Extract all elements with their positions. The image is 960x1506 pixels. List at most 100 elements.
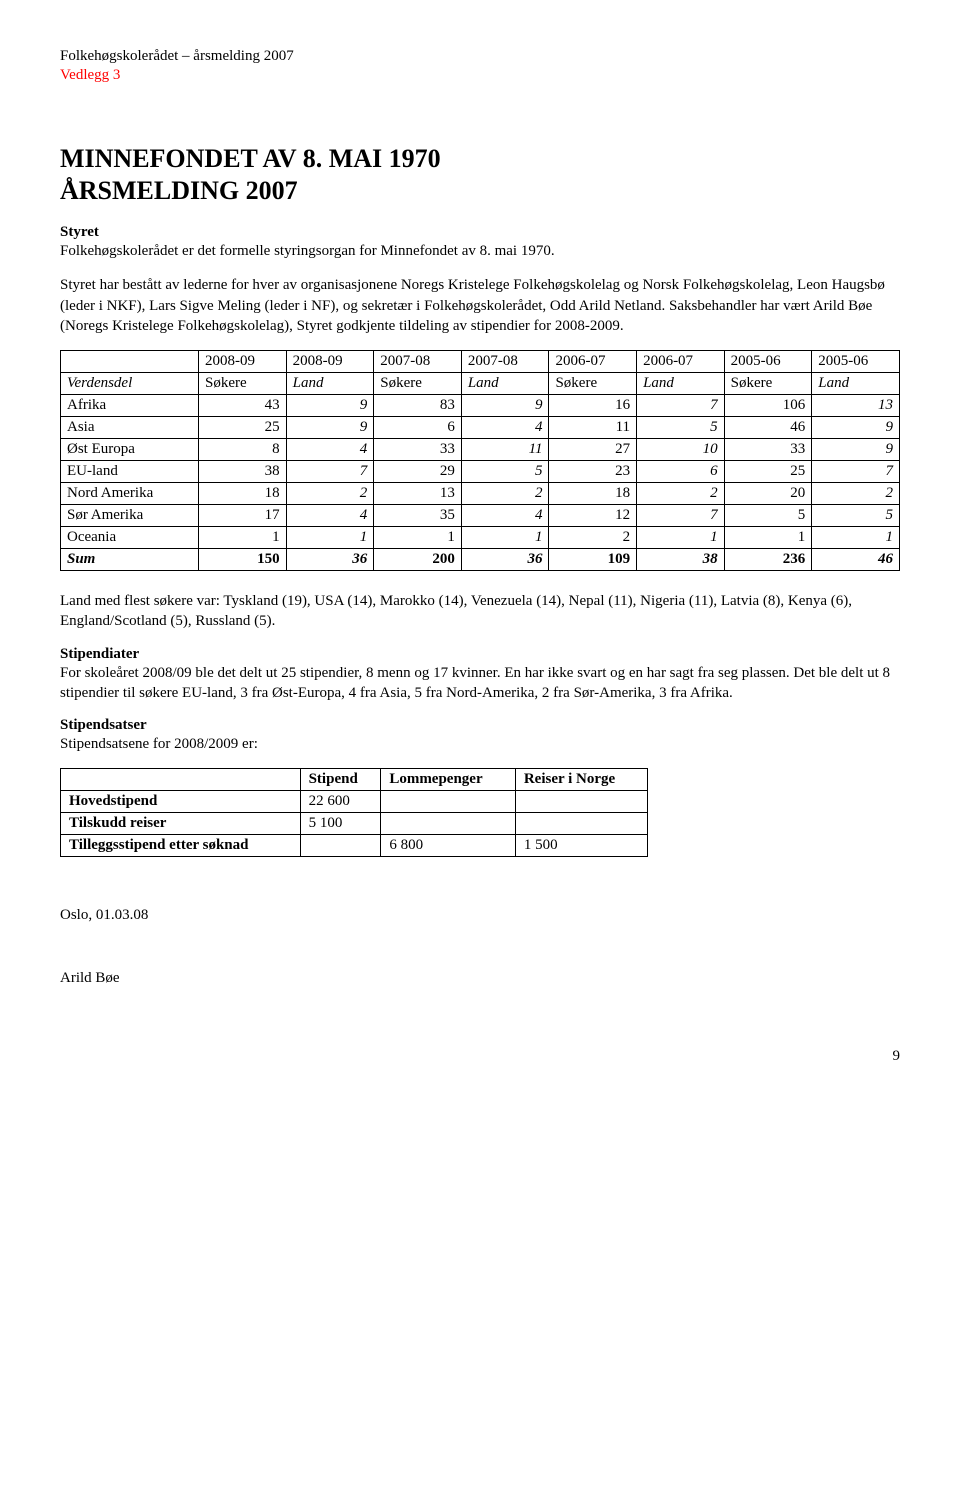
cell: 23 [549, 461, 637, 483]
cell: 16 [549, 395, 637, 417]
cell: 17 [199, 505, 287, 527]
sum-label: Sum [61, 549, 199, 571]
table-row: Oceania11112111 [61, 527, 900, 549]
stipendiater-text: For skoleåret 2008/09 ble det delt ut 25… [60, 663, 900, 704]
footer-date: Oslo, 01.03.08 [60, 905, 900, 925]
cell: 6 [374, 417, 462, 439]
cell: 13 [374, 483, 462, 505]
col-label: Land [286, 373, 374, 395]
cell: 43 [199, 395, 287, 417]
row-label: Asia [61, 417, 199, 439]
main-title-2: ÅRSMELDING 2007 [60, 176, 900, 206]
cell: 11 [549, 417, 637, 439]
row-label: Nord Amerika [61, 483, 199, 505]
cell: 1 [286, 527, 374, 549]
cell: 5 [461, 461, 549, 483]
cell: 18 [549, 483, 637, 505]
cell: 10 [637, 439, 725, 461]
cell: 1 [724, 527, 812, 549]
cell: 2 [637, 483, 725, 505]
col-label: Søkere [549, 373, 637, 395]
cell: 83 [374, 395, 462, 417]
table-row: Øst Europa8433112710339 [61, 439, 900, 461]
vedlegg-label: Vedlegg 3 [60, 67, 900, 84]
cell: 25 [724, 461, 812, 483]
cell: 1 [637, 527, 725, 549]
t2-cell [300, 835, 381, 857]
cell: 4 [461, 417, 549, 439]
cell: 20 [724, 483, 812, 505]
styret-p1: Folkehøgskolerådet er det formelle styri… [60, 241, 900, 261]
cell: 35 [374, 505, 462, 527]
cell: 6 [637, 461, 725, 483]
stipendsatser-text: Stipendsatsene for 2008/2009 er: [60, 734, 900, 754]
t2-row-label: Tilleggsstipend etter søknad [61, 835, 301, 857]
sum-cell: 38 [637, 549, 725, 571]
main-title-1: MINNEFONDET AV 8. MAI 1970 [60, 144, 900, 174]
row-label: Øst Europa [61, 439, 199, 461]
cell: 7 [812, 461, 900, 483]
t2-row-label: Tilskudd reiser [61, 813, 301, 835]
cell: 1 [812, 527, 900, 549]
table-row: Afrika43983916710613 [61, 395, 900, 417]
t2-cell: 1 500 [515, 835, 647, 857]
cell: 2 [549, 527, 637, 549]
t2-header: Lommepenger [381, 769, 516, 791]
row-label: EU-land [61, 461, 199, 483]
t2-cell: 22 600 [300, 791, 381, 813]
cell: 5 [812, 505, 900, 527]
table-row: Tilskudd reiser5 100 [61, 813, 648, 835]
stipendiater-heading: Stipendiater [60, 646, 900, 663]
doc-header: Folkehøgskolerådet – årsmelding 2007 [60, 48, 900, 65]
year-header: 2005-06 [724, 351, 812, 373]
cell: 12 [549, 505, 637, 527]
cell: 4 [286, 505, 374, 527]
countries-paragraph: Land med flest søkere var: Tyskland (19)… [60, 591, 900, 632]
col-label: Søkere [374, 373, 462, 395]
t2-header: Reiser i Norge [515, 769, 647, 791]
row-label: Oceania [61, 527, 199, 549]
t2-cell [381, 813, 516, 835]
col-label: Søkere [199, 373, 287, 395]
cell: 9 [461, 395, 549, 417]
stipend-table: StipendLommepengerReiser i NorgeHovedsti… [60, 768, 648, 857]
year-header: 2005-06 [812, 351, 900, 373]
table-row: Nord Amerika182132182202 [61, 483, 900, 505]
row-label: Sør Amerika [61, 505, 199, 527]
cell: 4 [461, 505, 549, 527]
t2-header [61, 769, 301, 791]
cell: 13 [812, 395, 900, 417]
styret-p2: Styret har bestått av lederne for hver a… [60, 275, 900, 336]
cell: 2 [461, 483, 549, 505]
t2-cell [515, 813, 647, 835]
table-row: Hovedstipend22 600 [61, 791, 648, 813]
col-label: Land [637, 373, 725, 395]
cell: 2 [286, 483, 374, 505]
sum-cell: 150 [199, 549, 287, 571]
year-header: 2008-09 [199, 351, 287, 373]
t2-row-label: Hovedstipend [61, 791, 301, 813]
cell: 1 [461, 527, 549, 549]
cell: 33 [374, 439, 462, 461]
cell: 18 [199, 483, 287, 505]
row-label: Afrika [61, 395, 199, 417]
sum-cell: 46 [812, 549, 900, 571]
year-header: 2007-08 [461, 351, 549, 373]
cell: 9 [812, 439, 900, 461]
cell: 1 [374, 527, 462, 549]
cell: 29 [374, 461, 462, 483]
cell: 25 [199, 417, 287, 439]
cell: 9 [286, 395, 374, 417]
sum-row: Sum15036200361093823646 [61, 549, 900, 571]
sum-cell: 236 [724, 549, 812, 571]
table-row: EU-land387295236257 [61, 461, 900, 483]
cell: 2 [812, 483, 900, 505]
cell: 9 [286, 417, 374, 439]
stipendsatser-heading: Stipendsatser [60, 717, 900, 734]
table-row: Sør Amerika17435412755 [61, 505, 900, 527]
col-label: Søkere [724, 373, 812, 395]
cell: 4 [286, 439, 374, 461]
applicants-table: 2008-092008-092007-082007-082006-072006-… [60, 350, 900, 571]
cell: 5 [637, 417, 725, 439]
table-row: Asia25964115469 [61, 417, 900, 439]
